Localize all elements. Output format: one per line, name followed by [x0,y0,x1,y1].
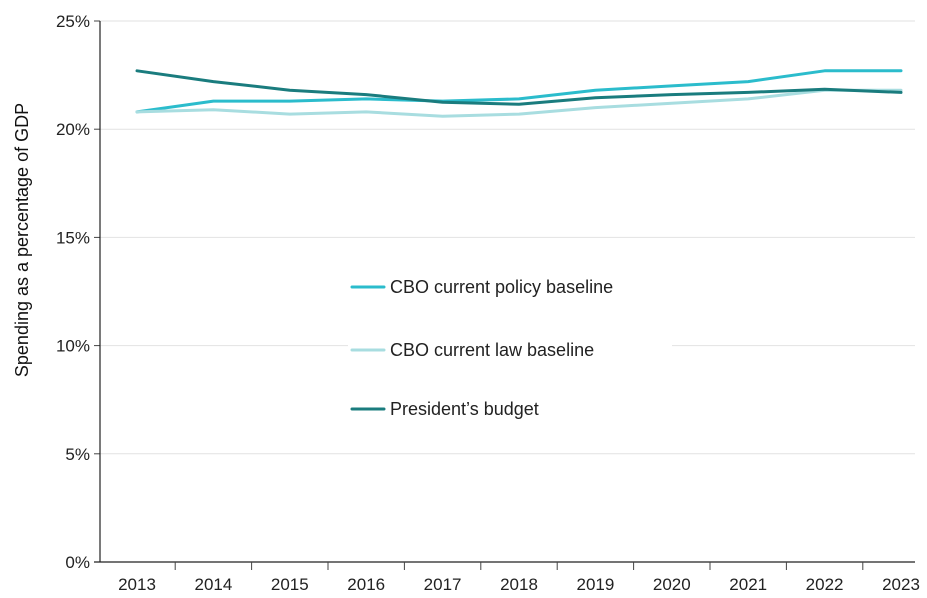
legend-label: CBO current law baseline [390,340,594,360]
x-tick-label: 2013 [118,575,156,594]
legend: CBO current policy baseline CBO current l… [348,272,672,422]
y-tick-label: 15% [56,228,90,247]
y-axis-title: Spending as a percentage of GDP [12,103,32,377]
x-tick-label: 2016 [347,575,385,594]
y-tick-label: 5% [65,445,90,464]
series-line-3 [135,69,903,106]
y-tick-label: 25% [56,12,90,31]
series-line-2 [135,88,903,118]
x-tick-label: 2017 [424,575,462,594]
y-tick-label: 10% [56,337,90,356]
x-tick-label: 2015 [271,575,309,594]
legend-item-background [348,335,672,363]
y-tick-label: 0% [65,553,90,572]
x-tick-label: 2021 [729,575,767,594]
y-tick-label: 20% [56,120,90,139]
gridlines [100,20,915,455]
x-tick-label: 2022 [806,575,844,594]
x-tick-label: 2019 [576,575,614,594]
series-lines [135,69,903,118]
axes [94,21,915,563]
legend-label: CBO current policy baseline [390,277,613,297]
legend-item-background [348,272,672,300]
x-tick-label: 2014 [194,575,232,594]
series-line-1 [135,69,903,114]
legend-label: President’s budget [390,399,539,419]
y-axis-ticks: 0% 5% 10% 15% 20% 25% [56,12,100,572]
x-tick-label: 2023 [882,575,920,594]
x-tick-label: 2020 [653,575,691,594]
legend-item-background [348,394,578,422]
x-tick-label: 2018 [500,575,538,594]
x-axis-ticks: 2013 2014 2015 2016 2017 2018 2019 2020 2021 2022… [118,562,920,594]
